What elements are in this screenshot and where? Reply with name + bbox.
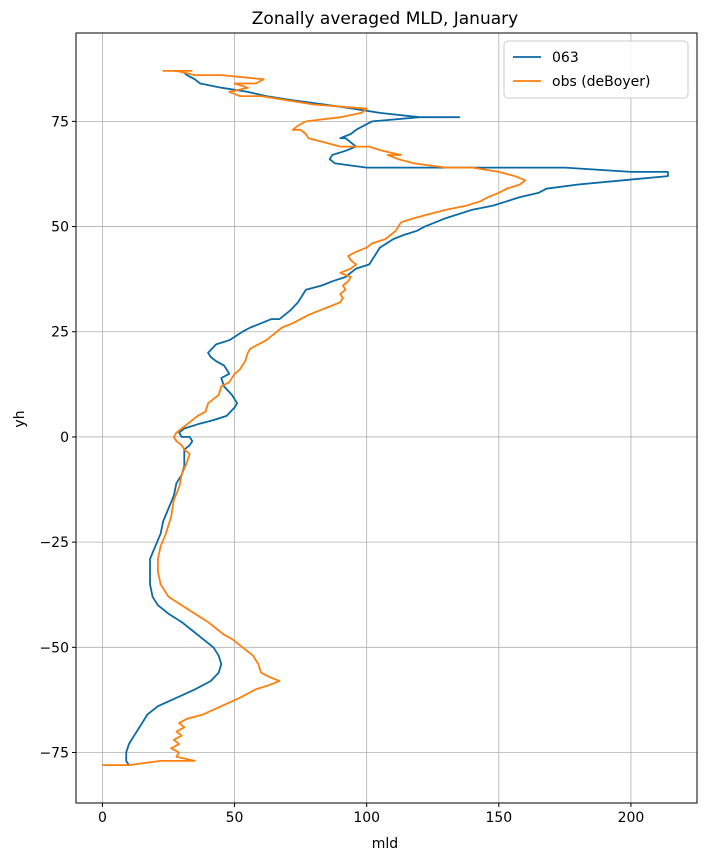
y-tick-label: −75 — [39, 746, 69, 762]
series-line-063 — [125, 70, 669, 766]
legend-label: 063 — [552, 50, 579, 66]
axis-ticks: 0 50 100 150 200 −75 −50 −25 0 25 50 75 — [39, 114, 644, 826]
chart-title: Zonally averaged MLD, January — [252, 9, 518, 29]
y-tick-label: 25 — [51, 325, 69, 341]
legend: 063 obs (deBoyer) — [503, 40, 689, 99]
x-tick-label: 150 — [485, 810, 512, 826]
x-tick-label: 100 — [353, 810, 380, 826]
x-tick-label: 0 — [98, 810, 107, 826]
x-tick-label: 200 — [618, 810, 645, 826]
y-axis-label: yh — [12, 410, 28, 427]
y-tick-label: −50 — [39, 640, 69, 656]
x-tick-label: 50 — [226, 810, 244, 826]
series-lines — [102, 70, 669, 766]
x-axis-label: mld — [372, 836, 398, 852]
y-tick-label: 50 — [51, 220, 69, 236]
series-line-obs-deboyer — [102, 70, 527, 766]
legend-box — [503, 40, 689, 99]
y-tick-label: 75 — [51, 114, 69, 130]
legend-label: obs (deBoyer) — [552, 74, 650, 90]
y-tick-label: 0 — [60, 430, 69, 446]
plot-frame — [75, 32, 698, 804]
y-tick-label: −25 — [39, 535, 69, 551]
